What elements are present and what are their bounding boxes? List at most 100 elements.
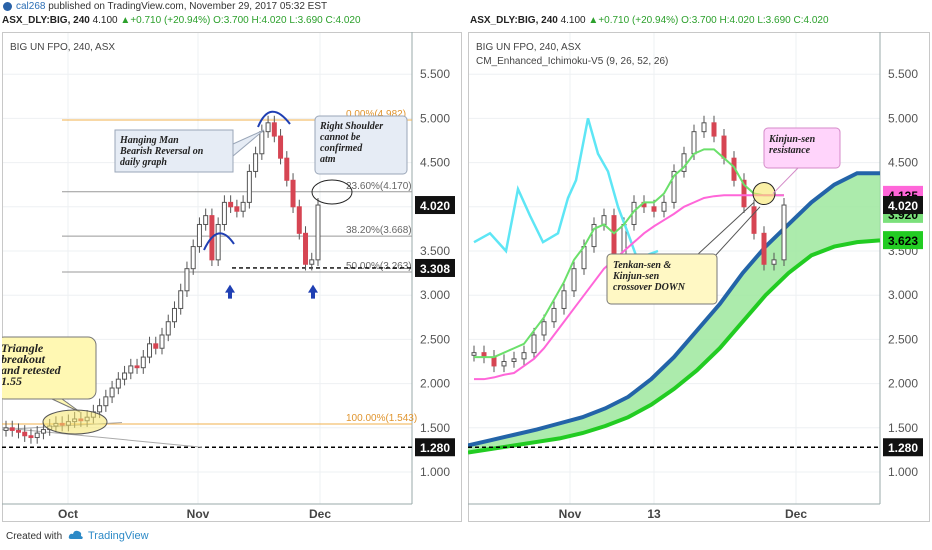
candle (571, 268, 577, 292)
symbol-line-left: ASX_DLY:BIG, 240 4.100 ▲+0.710 (+20.94%)… (2, 15, 361, 26)
annotation-triangle: Triangle breakout and retested 1.55 (2, 341, 62, 388)
candle (271, 122, 277, 137)
candle (265, 122, 271, 133)
senkou-span-a-line (468, 171, 880, 448)
chart-title: BIG UN FPO, 240, ASX (10, 42, 115, 53)
candle (561, 290, 567, 309)
y-tick-label: 2.500 (888, 332, 918, 346)
close-value: C:4.020 (793, 15, 829, 26)
candle (228, 201, 234, 208)
candle (721, 135, 727, 159)
candle (711, 122, 717, 137)
candle (178, 290, 184, 309)
up-arrow-icon: ▲ (588, 15, 599, 26)
candle (196, 223, 202, 248)
candle (661, 201, 667, 212)
publish-info: cal268 published on TradingView.com, Nov… (16, 1, 327, 12)
fib-level-label: 100.00%(1.543) (346, 413, 417, 424)
candle (259, 131, 265, 155)
callout-crossover-box (606, 253, 718, 305)
crossover-circle (752, 182, 776, 206)
last-price: 4.100 (560, 15, 586, 26)
last-price: 4.100 (92, 15, 118, 26)
candle (147, 343, 153, 358)
candle (278, 135, 284, 159)
price-label: 1.280 (888, 441, 918, 455)
user-avatar-icon (3, 2, 12, 11)
price-label-bg (883, 231, 923, 250)
candle (171, 307, 177, 323)
callout-kijun-box (763, 127, 841, 169)
callout-triangle-pointer (51, 398, 81, 413)
candle (521, 352, 527, 360)
price-label: 1.280 (420, 441, 450, 455)
candle (103, 396, 109, 407)
candle (501, 361, 507, 367)
candle (221, 201, 227, 225)
fib-level-label: 38.20%(3.668) (346, 225, 412, 236)
open-value: O:3.700 (213, 15, 249, 26)
candle (741, 179, 747, 208)
price-label: 3.308 (420, 262, 450, 276)
low-value: L:3.690 (757, 15, 791, 26)
change-value: +0.710 (+20.94%) (130, 15, 211, 26)
price-label-bg (883, 196, 923, 215)
candle (215, 223, 221, 261)
candle (159, 334, 165, 349)
y-tick-label: 5.500 (420, 67, 450, 81)
y-tick-label: 1.500 (888, 421, 918, 435)
chikou-span-line (473, 118, 659, 257)
candle (491, 356, 497, 367)
footer: Created with TradingView (0, 522, 932, 550)
y-tick-label: 2.000 (888, 377, 918, 391)
candle (240, 201, 246, 212)
high-value: H:4.020 (719, 15, 755, 26)
tradingview-link[interactable]: TradingView (88, 530, 149, 542)
publisher-link[interactable]: cal268 (16, 1, 46, 12)
candle (290, 179, 296, 208)
candle (284, 157, 290, 181)
price-label-bg (883, 438, 923, 457)
left-chart[interactable]: 5.5005.0004.5004.0003.5003.0002.5002.000… (2, 32, 462, 522)
candle (140, 356, 146, 369)
y-tick-label: 2.500 (420, 332, 450, 346)
y-tick-label: 1.000 (420, 465, 450, 479)
fib-level-label: 23.60%(4.170) (346, 181, 412, 192)
x-tick-label: Oct (58, 507, 78, 521)
price-label-bg (415, 258, 455, 277)
callout-hanging-man-pointer (232, 129, 265, 158)
low-value: L:3.690 (289, 15, 323, 26)
callout-kijun-pointer (772, 167, 799, 194)
candle (551, 307, 557, 323)
candle (691, 131, 697, 155)
candle (134, 365, 140, 369)
chart-subtitle: CM_Enhanced_Ichimoku-V5 (9, 26, 52, 26) (476, 56, 668, 67)
publish-header: cal268 published on TradingView.com, Nov… (0, 0, 932, 14)
support-arrow-icon (308, 284, 318, 299)
right-chart[interactable]: 5.5005.0004.5004.0003.5003.0002.5002.000… (468, 32, 930, 522)
y-tick-label: 4.500 (420, 156, 450, 170)
candle (671, 170, 677, 203)
candle (153, 343, 159, 349)
y-tick-label: 2.000 (420, 377, 450, 391)
y-tick-label: 3.500 (420, 244, 450, 258)
senkou-span-b-line (468, 238, 881, 455)
ticker-label: ASX_DLY:BIG, 240 (2, 15, 90, 26)
ticker-label: ASX_DLY:BIG, 240 (470, 15, 558, 26)
x-tick-label: 13 (647, 507, 661, 521)
panel-frame (2, 32, 462, 522)
open-value: O:3.700 (681, 15, 717, 26)
tenkan-sen-line (474, 148, 784, 359)
candle (541, 321, 547, 336)
head-arc (257, 110, 291, 128)
candle (253, 153, 259, 172)
candle (165, 321, 171, 336)
y-tick-label: 3.000 (420, 288, 450, 302)
candle (28, 435, 34, 439)
change-value: +0.710 (+20.94%) (598, 15, 679, 26)
candle (309, 259, 315, 265)
support-arrow-icon (225, 284, 235, 299)
x-tick-label: Nov (559, 507, 582, 521)
x-tick-label: Nov (187, 507, 210, 521)
candle (9, 427, 15, 431)
